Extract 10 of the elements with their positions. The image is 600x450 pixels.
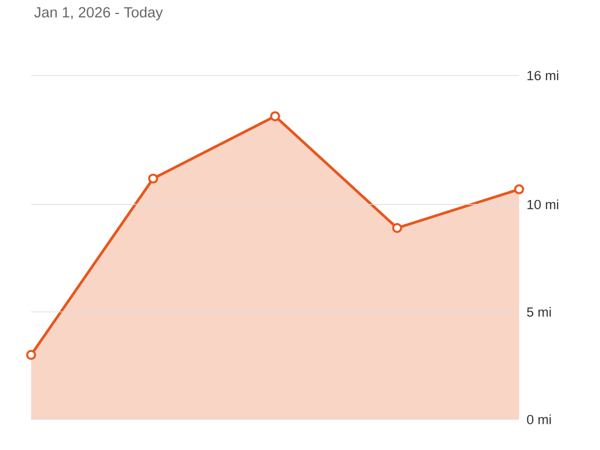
y-tick-label: 5 mi [527,306,551,317]
y-tick-label: 10 mi [528,199,558,210]
point [148,174,158,184]
y-tick-label: 0 mi [527,414,551,424]
point [270,111,280,122]
point [392,223,402,234]
point [514,184,524,194]
point [26,350,36,360]
y-tick-label: 16 mi [528,70,558,80]
chart-title: Jan 1, 2026 - Today [34,6,163,20]
